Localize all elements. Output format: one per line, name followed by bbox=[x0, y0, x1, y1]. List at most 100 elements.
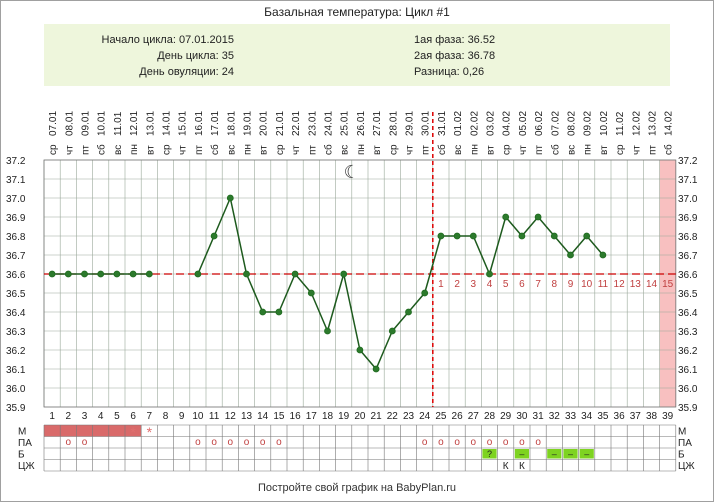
row-label-left: ПА bbox=[18, 438, 32, 449]
temperature-line-segment bbox=[245, 273, 264, 313]
phase2-day-label: 1 bbox=[438, 279, 444, 290]
weekday-label: вт bbox=[372, 145, 383, 155]
temperature-point bbox=[210, 232, 218, 240]
highlight-column bbox=[659, 160, 676, 407]
temperature-point bbox=[486, 270, 493, 278]
day-number-label: 18 bbox=[322, 411, 334, 422]
marker-cell bbox=[579, 449, 594, 459]
y-tick-label-right: 36.2 bbox=[678, 346, 698, 357]
phase1-text: 1ая фаза: 36.52 bbox=[414, 34, 496, 46]
y-tick-label-left: 36.7 bbox=[6, 251, 26, 262]
o-marker: o bbox=[471, 437, 477, 448]
temperature-point bbox=[81, 270, 88, 278]
weekday-label: ср bbox=[48, 144, 59, 155]
temperature-point bbox=[259, 308, 267, 316]
weekday-label: вс bbox=[453, 145, 464, 155]
o-marker: o bbox=[66, 437, 72, 448]
day-number-label: 37 bbox=[630, 411, 642, 422]
date-label: 05.02 bbox=[518, 111, 529, 136]
day-number-label: 17 bbox=[306, 411, 318, 422]
date-label: 01.02 bbox=[453, 111, 464, 136]
y-tick-label-left: 37.0 bbox=[6, 194, 26, 205]
cycle-start-text: Начало цикла: 07.01.2015 bbox=[101, 34, 234, 46]
footer-link[interactable]: Постройте свой график на BabyPlan.ru bbox=[257, 482, 457, 494]
y-tick-label-right: 36.5 bbox=[678, 289, 698, 300]
day-number-label: 21 bbox=[371, 411, 383, 422]
phase2-day-label: 7 bbox=[535, 279, 541, 290]
temperature-point bbox=[356, 346, 364, 354]
day-number-label: 24 bbox=[419, 411, 431, 422]
weekday-label: пн bbox=[129, 144, 140, 155]
date-label: 28.01 bbox=[388, 111, 399, 136]
date-label: 12.01 bbox=[129, 111, 140, 136]
weekday-label: сб bbox=[663, 144, 675, 155]
weekday-label: ср bbox=[502, 144, 513, 155]
weekday-label: ср bbox=[615, 144, 626, 155]
temperature-point bbox=[307, 289, 315, 297]
temperature-point bbox=[405, 308, 412, 316]
date-label: 21.01 bbox=[275, 111, 286, 136]
date-label: 10.02 bbox=[599, 111, 610, 136]
temperature-line-segment bbox=[310, 292, 329, 332]
weekday-label: чт bbox=[405, 145, 416, 155]
y-tick-label-left: 36.3 bbox=[6, 327, 26, 338]
y-tick-label-right: 36.4 bbox=[678, 308, 698, 319]
temperature-line-segment bbox=[294, 273, 312, 294]
y-tick-label-left: 36.6 bbox=[6, 270, 26, 281]
temperature-point bbox=[145, 270, 153, 278]
o-marker: o bbox=[454, 437, 460, 448]
day-number-label: 38 bbox=[646, 411, 658, 422]
weekday-label: сб bbox=[209, 144, 221, 155]
day-number-label: 19 bbox=[338, 411, 350, 422]
phase2-text: 2ая фаза: 36.78 bbox=[414, 50, 496, 62]
day-number-label: 1 bbox=[49, 411, 55, 422]
date-label: 03.02 bbox=[486, 111, 497, 136]
date-label: 26.01 bbox=[356, 111, 367, 136]
weekday-label: пт bbox=[534, 145, 545, 155]
y-tick-label-left: 36.2 bbox=[6, 346, 26, 357]
row-label-left: ЦЖ bbox=[18, 461, 35, 472]
weekday-label: сб bbox=[323, 144, 335, 155]
cycle-day-text: День цикла: 35 bbox=[157, 50, 234, 62]
chart-title: Базальная температура: Цикл #1 bbox=[264, 5, 450, 19]
temperature-point bbox=[340, 270, 348, 278]
y-tick-label-right: 35.9 bbox=[678, 403, 698, 414]
day-number-label: 2 bbox=[66, 411, 72, 422]
weekday-label: вт bbox=[486, 145, 497, 155]
y-tick-label-right: 37.1 bbox=[678, 175, 698, 186]
marker-cell-text: ? bbox=[487, 449, 492, 459]
day-number-label: 22 bbox=[387, 411, 399, 422]
temperature-line-segment bbox=[553, 235, 572, 256]
date-label: 06.02 bbox=[534, 111, 545, 136]
row-label-right: ПА bbox=[678, 438, 692, 449]
date-label: 09.01 bbox=[81, 111, 92, 136]
day-number-label: 23 bbox=[403, 411, 415, 422]
date-label: 13.02 bbox=[648, 111, 659, 136]
weekday-label: сб bbox=[549, 144, 561, 155]
weekday-label: ср bbox=[275, 144, 286, 155]
date-label: 24.01 bbox=[324, 111, 335, 136]
date-label: 08.01 bbox=[64, 111, 75, 136]
weekday-label: сб bbox=[436, 144, 448, 155]
y-tick-label-right: 36.9 bbox=[678, 213, 698, 224]
date-label: 25.01 bbox=[340, 111, 351, 136]
weekday-label: ср bbox=[388, 144, 399, 155]
temperature-line-segment bbox=[359, 349, 377, 370]
weekday-label: чт bbox=[178, 145, 189, 155]
menstruation-cell bbox=[76, 425, 93, 437]
temperature-line-segment bbox=[586, 235, 604, 256]
difference-text: Разница: 0,26 bbox=[414, 66, 485, 78]
cervical-mucus-text: К bbox=[503, 461, 509, 472]
date-label: 12.02 bbox=[631, 111, 642, 136]
date-label: 14.01 bbox=[162, 111, 173, 136]
day-number-label: 28 bbox=[484, 411, 496, 422]
date-label: 20.01 bbox=[259, 111, 270, 136]
day-number-label: 7 bbox=[147, 411, 153, 422]
moon-icon: ☾ bbox=[344, 162, 360, 182]
weekday-label: вс bbox=[113, 145, 124, 155]
temperature-point bbox=[437, 232, 445, 240]
y-tick-label-right: 36.3 bbox=[678, 327, 698, 338]
day-number-label: 31 bbox=[533, 411, 545, 422]
marker-cell bbox=[563, 449, 578, 459]
temperature-line-segment bbox=[326, 273, 345, 332]
